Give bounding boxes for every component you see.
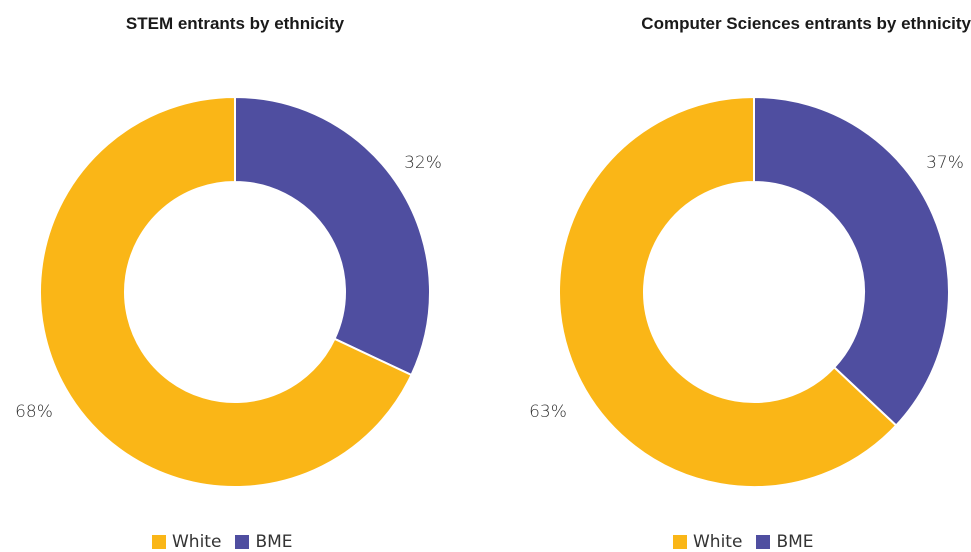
legend-swatch-bme [235, 535, 250, 549]
chart-title: STEM entrants by ethnicity [125, 14, 345, 33]
legend-label-white: White [172, 532, 222, 552]
data-label-bme: 32% [404, 153, 442, 173]
slice-white [558, 95, 898, 488]
data-label-white: 68% [15, 402, 53, 422]
slice-white [39, 95, 413, 488]
legend-label-bme: BME [255, 532, 293, 552]
chart-title: Computer Sciences entrants by ethnicity [641, 14, 971, 33]
legend-label-white: White [693, 532, 743, 552]
legend-swatch-bme [756, 535, 771, 549]
stem-chart-panel: STEM entrants by ethnicity 32% 68% White … [0, 0, 480, 552]
data-label-white: 63% [529, 402, 567, 422]
computer-sciences-chart-panel: Computer Sciences entrants by ethnicity … [480, 0, 971, 552]
legend: White BME [673, 532, 814, 552]
legend-item-white: White [673, 532, 742, 552]
legend-item-white: White [152, 532, 221, 552]
legend-item-bme: BME [235, 532, 293, 552]
legend-label-bme: BME [776, 532, 814, 552]
slice-bme [234, 95, 431, 377]
legend-item-bme: BME [756, 532, 814, 552]
donut-chart: 32% 68% [15, 95, 442, 488]
donut-chart: 37% 63% [529, 95, 964, 488]
legend: White BME [152, 532, 293, 552]
legend-swatch-white [673, 535, 687, 549]
slice-bme [753, 95, 950, 427]
legend-swatch-white [152, 535, 166, 549]
data-label-bme: 37% [926, 153, 964, 173]
